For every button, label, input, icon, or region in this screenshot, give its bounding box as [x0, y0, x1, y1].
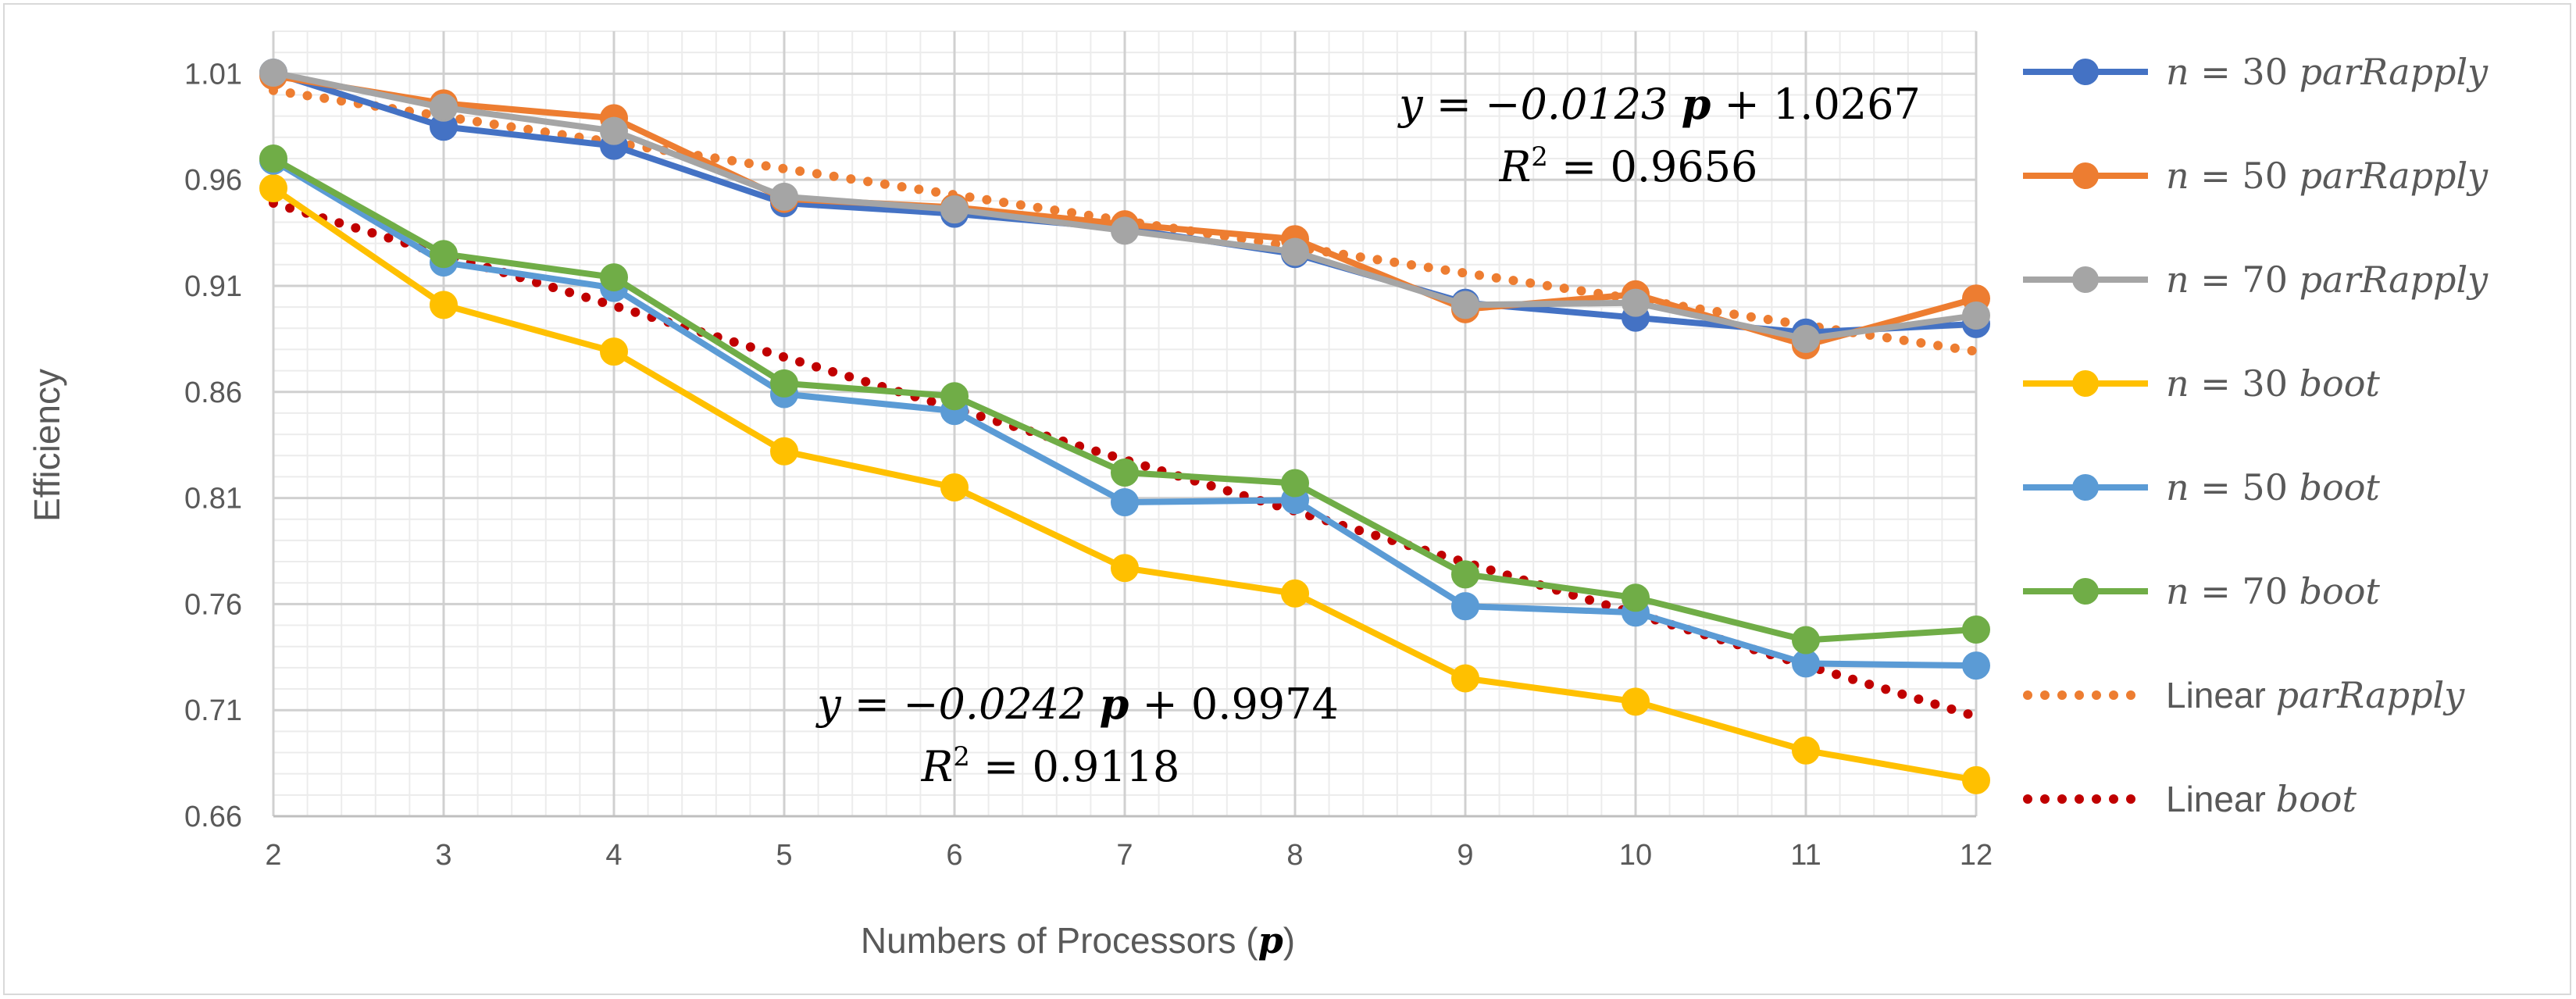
legend-label: n = 30 boot — [2166, 362, 2380, 405]
legend-item: n = 30 boot — [2023, 362, 2380, 405]
x-axis-title: Numbers of Processors (p) — [861, 919, 1295, 962]
data-point — [1281, 469, 1309, 498]
y-tick-label: 0.71 — [184, 694, 242, 727]
legend-marker — [2072, 266, 2099, 293]
y-tick-label: 0.76 — [184, 588, 242, 621]
legend-marker — [2072, 578, 2099, 605]
y-axis-ticks: 0.66 0.71 0.76 0.81 0.86 0.91 0.96 1.01 — [184, 58, 242, 833]
data-point — [1622, 583, 1650, 612]
data-point — [259, 144, 287, 173]
data-point — [1281, 579, 1309, 608]
y-tick-label: 0.66 — [184, 801, 242, 833]
data-point — [1281, 237, 1309, 266]
data-point — [770, 369, 798, 398]
legend-label: n = 70 parRapply — [2166, 259, 2489, 301]
data-point — [1111, 458, 1139, 487]
data-point — [1792, 736, 1820, 765]
data-point — [1792, 324, 1820, 353]
data-point — [600, 337, 628, 366]
y-tick-label: 0.96 — [184, 164, 242, 197]
x-tick-label: 3 — [435, 839, 451, 872]
series-3 — [259, 174, 1990, 794]
data-point — [1962, 651, 1990, 680]
data-point — [259, 174, 287, 202]
legend-item: Linear parRapply — [2023, 674, 2465, 716]
y-tick-label: 0.81 — [184, 483, 242, 516]
y-tick-label: 0.91 — [184, 270, 242, 303]
legend-marker — [2072, 474, 2099, 501]
legend-marker — [2072, 59, 2099, 85]
x-tick-label: 10 — [1619, 839, 1652, 872]
data-point — [1622, 288, 1650, 317]
series-2 — [259, 58, 1990, 353]
data-point — [600, 263, 628, 292]
legend-label: n = 50 boot — [2166, 466, 2380, 508]
data-point — [770, 182, 798, 211]
data-point — [940, 382, 969, 411]
data-point — [1622, 687, 1650, 716]
y-axis-title: Efficiency — [27, 369, 67, 522]
legend-item: n = 50 boot — [2023, 466, 2380, 508]
data-point — [1111, 554, 1139, 583]
data-point — [600, 116, 628, 145]
data-point — [1451, 291, 1479, 319]
data-point — [430, 291, 458, 319]
x-axis-ticks: 2 3 4 5 6 7 8 9 10 11 12 — [265, 839, 1993, 872]
legend-label: Linear boot — [2166, 778, 2357, 820]
data-point — [770, 437, 798, 466]
legend-marker — [2072, 162, 2099, 189]
data-point — [430, 93, 458, 122]
x-tick-label: 2 — [265, 839, 281, 872]
data-point — [1451, 560, 1479, 589]
data-point — [940, 195, 969, 224]
data-point — [1111, 216, 1139, 245]
x-tick-label: 6 — [946, 839, 962, 872]
equation-parRapply: y = −0.0123 p + 1.0267 R2 = 0.9656 — [1397, 79, 1921, 191]
data-point — [259, 58, 287, 87]
equation-boot: y = −0.0242 p + 0.9974 R2 = 0.9118 — [815, 679, 1339, 791]
legend-label: n = 70 boot — [2166, 570, 2380, 612]
legend-label: n = 30 parRapply — [2166, 51, 2489, 93]
x-axis-title-symbol: p — [1258, 919, 1283, 962]
data-point — [1962, 615, 1990, 644]
legend-item: n = 50 parRapply — [2023, 155, 2489, 197]
data-series — [259, 58, 1990, 794]
equation-parRapply-line: y = −0.0123 p + 1.0267 — [1397, 79, 1921, 129]
r2-boot-line: R2 = 0.9118 — [921, 741, 1180, 791]
y-tick-label: 0.86 — [184, 376, 242, 409]
data-point — [430, 240, 458, 269]
legend: n = 30 parRapply n = 50 parRapply n = 70 p… — [2023, 51, 2489, 820]
x-axis-title-text: Numbers of Processors ( — [861, 920, 1258, 961]
data-point — [1451, 664, 1479, 693]
x-tick-label: 11 — [1790, 839, 1821, 872]
series-5 — [259, 144, 1990, 655]
legend-marker — [2072, 370, 2099, 397]
data-point — [1962, 765, 1990, 794]
y-tick-label: 1.01 — [184, 58, 242, 91]
chart-frame — [3, 3, 2571, 995]
series-4 — [259, 146, 1990, 680]
equation-boot-line: y = −0.0242 p + 0.9974 — [815, 679, 1339, 729]
x-tick-label: 4 — [605, 839, 622, 872]
legend-label: n = 50 parRapply — [2166, 155, 2489, 197]
data-point — [1451, 592, 1479, 621]
legend-item: n = 30 parRapply — [2023, 51, 2489, 93]
r2-parRapply-line: R2 = 0.9656 — [1499, 141, 1758, 191]
x-tick-label: 7 — [1116, 839, 1133, 872]
data-point — [940, 473, 969, 501]
x-axis-title-close: ) — [1283, 920, 1295, 961]
x-tick-label: 9 — [1457, 839, 1473, 872]
legend-item: n = 70 parRapply — [2023, 259, 2489, 301]
x-tick-label: 12 — [1960, 839, 1993, 872]
legend-item: n = 70 boot — [2023, 570, 2380, 612]
legend-label: Linear parRapply — [2166, 674, 2465, 716]
data-point — [1792, 626, 1820, 655]
data-point — [1962, 301, 1990, 330]
data-point — [1111, 488, 1139, 516]
legend-item: Linear boot — [2023, 778, 2357, 820]
x-tick-label: 5 — [776, 839, 792, 872]
x-tick-label: 8 — [1286, 839, 1303, 872]
